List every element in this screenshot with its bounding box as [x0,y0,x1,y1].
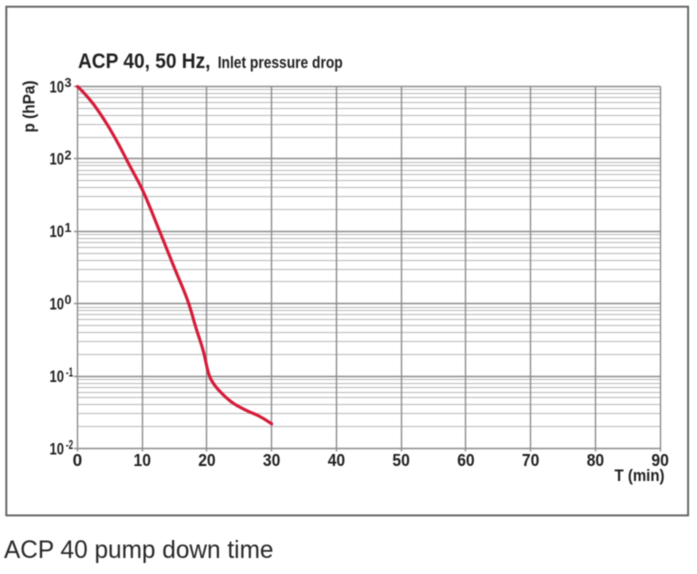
svg-text:ACP 40, 50 Hz,: ACP 40, 50 Hz, [78,49,211,73]
svg-text:1: 1 [65,221,72,235]
svg-text:70: 70 [522,450,539,470]
svg-text:2: 2 [65,148,72,162]
svg-text:30: 30 [263,450,280,470]
svg-text:40: 40 [328,450,345,470]
svg-text:10: 10 [50,368,65,386]
svg-text:3: 3 [65,76,72,90]
svg-text:10: 10 [50,296,65,314]
svg-text:10: 10 [50,78,65,96]
svg-text:p (hPa): p (hPa) [21,81,39,133]
svg-text:Inlet pressure drop: Inlet pressure drop [218,53,343,72]
svg-text:10: 10 [134,450,151,470]
svg-text:90: 90 [651,450,668,470]
svg-text:0: 0 [65,293,72,307]
svg-text:0: 0 [73,450,83,470]
svg-text:10: 10 [50,223,65,241]
svg-text:T (min): T (min) [615,467,665,485]
svg-text:50: 50 [392,450,409,470]
svg-text:10: 10 [50,151,65,169]
svg-text:80: 80 [587,450,604,470]
svg-text:ACP 40 pump down time: ACP 40 pump down time [4,536,274,564]
svg-text:10: 10 [50,440,65,458]
svg-text:20: 20 [198,450,215,470]
svg-text:60: 60 [457,450,474,470]
svg-text:-1: -1 [66,366,73,380]
svg-text:-2: -2 [66,438,73,452]
